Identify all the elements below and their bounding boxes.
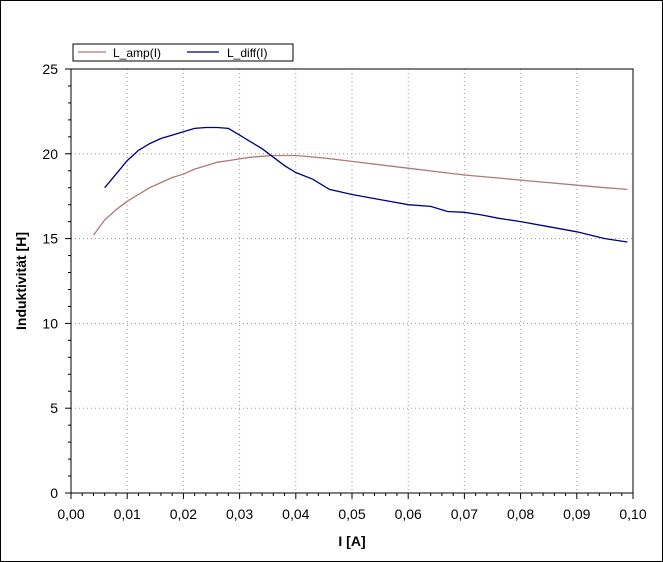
legend-box [72,43,294,62]
legend: L_amp(I) L_diff(I) [72,43,294,62]
series-layer [92,126,628,243]
x-tick-label: 0,06 [395,506,422,522]
x-tick-label: 0,00 [57,506,84,522]
x-tick-label: 0,05 [338,506,365,522]
y-tick-label: 0 [50,485,58,501]
x-tick-label: 0,10 [619,506,646,522]
series-line-l-diff-i [104,126,628,243]
legend-label-l-diff: L_diff(I) [227,46,267,60]
minor-ticks [65,68,634,499]
plot-area [70,68,634,494]
y-tick-label: 5 [50,400,58,416]
legend-label-l-amp: L_amp(I) [113,46,161,60]
x-tick-label: 0,08 [507,506,534,522]
y-tick-label: 15 [42,231,58,247]
grid-lines [71,69,633,493]
x-axis-title: I [A] [338,533,365,549]
y-tick-label: 25 [42,61,58,77]
y-axis-title: Induktivität [H] [13,232,29,330]
y-tick-label: 10 [42,315,58,331]
x-tick-label: 0,02 [170,506,197,522]
y-axis-tick-labels: 0 5 10 15 20 25 [42,61,58,501]
x-tick-label: 0,09 [563,506,590,522]
x-tick-label: 0,01 [114,506,141,522]
series-line-l-amp-i [92,154,628,236]
x-axis-tick-labels: 0,00 0,01 0,02 0,03 0,04 0,05 0,06 0,07 0,08 0,09… [57,506,646,522]
x-tick-label: 0,03 [226,506,253,522]
x-tick-label: 0,04 [282,506,309,522]
y-tick-label: 20 [42,146,58,162]
x-tick-label: 0,07 [451,506,478,522]
